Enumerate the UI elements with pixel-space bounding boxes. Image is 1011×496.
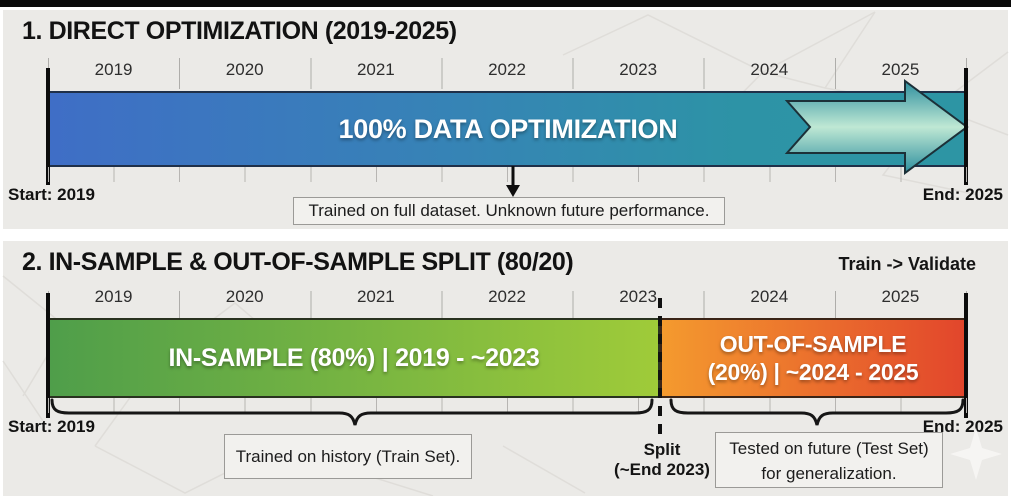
train-validate-label: Train -> Validate bbox=[838, 254, 976, 274]
out-of-sample-bar: OUT-OF-SAMPLE (20%) | ~2024 - 2025 bbox=[660, 318, 966, 398]
minor-tick-marks bbox=[48, 167, 967, 182]
train-set-note: Trained on history (Train Set). bbox=[224, 434, 472, 479]
section1-title: 1. DIRECT OPTIMIZATION (2019-2025) bbox=[22, 17, 457, 45]
direct-optimization-panel: 1. DIRECT OPTIMIZATION (2019-2025) 2019 … bbox=[3, 10, 1009, 229]
start-label: Start: 2019 bbox=[8, 417, 95, 436]
in-sample-bar-label: IN-SAMPLE (80%) | 2019 - ~2023 bbox=[168, 343, 540, 372]
test-set-note: Tested on future (Test Set) for generali… bbox=[715, 432, 943, 488]
sparkle-icon bbox=[950, 428, 1002, 480]
split-label: Split (~End 2023) bbox=[614, 440, 710, 479]
out-of-sample-bar-label: OUT-OF-SAMPLE (20%) | ~2024 - 2025 bbox=[707, 331, 919, 385]
in-sample-bar: IN-SAMPLE (80%) | 2019 - ~2023 bbox=[48, 318, 660, 398]
end-label: End: 2025 bbox=[922, 417, 1003, 436]
section2-title: 2. IN-SAMPLE & OUT-OF-SAMPLE SPLIT (80/2… bbox=[22, 248, 574, 276]
timeline-start-line bbox=[46, 293, 50, 418]
timeline-end-line bbox=[964, 68, 968, 185]
train-test-split-panel: 2. IN-SAMPLE & OUT-OF-SAMPLE SPLIT (80/2… bbox=[2, 241, 1008, 496]
end-label: End: 2025 bbox=[922, 185, 1003, 204]
full-dataset-note: Trained on full dataset. Unknown future … bbox=[293, 197, 725, 225]
full-data-bar-label: 100% DATA OPTIMIZATION bbox=[338, 113, 678, 144]
year-tick-marks bbox=[48, 58, 967, 89]
split-dashed-line bbox=[658, 298, 662, 441]
year-tick-marks bbox=[48, 291, 967, 318]
start-label: Start: 2019 bbox=[8, 185, 95, 204]
top-black-strip bbox=[0, 0, 1011, 7]
minor-tick-marks bbox=[48, 398, 967, 413]
timeline-end-line bbox=[964, 293, 968, 418]
timeline-start-line bbox=[46, 68, 50, 185]
train-brace bbox=[50, 398, 965, 426]
down-arrow-icon bbox=[506, 166, 520, 197]
